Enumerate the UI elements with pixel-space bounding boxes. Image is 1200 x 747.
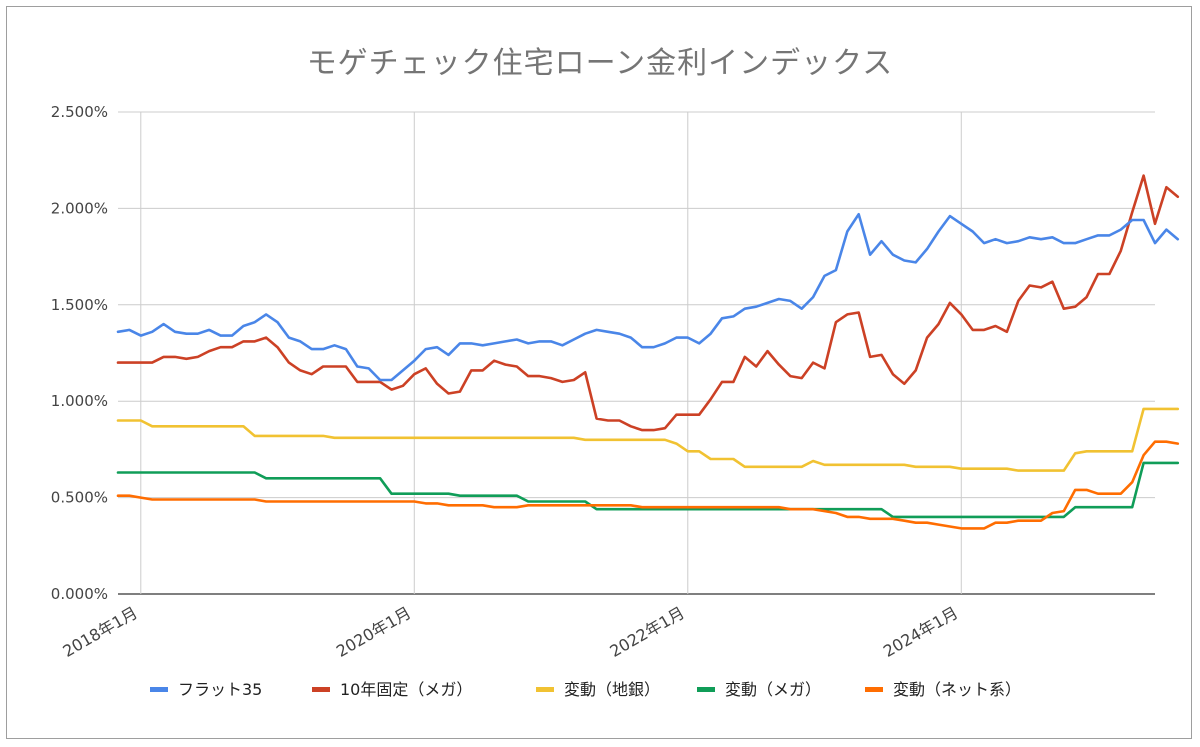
y-tick-label: 0.500% <box>51 489 108 507</box>
legend-label: 10年固定（メガ） <box>340 680 472 699</box>
legend-swatch <box>697 687 715 692</box>
y-axis-ticks: 0.000% 0.500% 1.000% 1.500% 2.000% 2.500% <box>51 103 108 603</box>
grid-lines <box>118 111 1155 595</box>
chart-title: モゲチェック住宅ローン金利インデックス <box>306 46 894 81</box>
y-tick-label: 2.500% <box>51 103 108 121</box>
series-line-4 <box>116 461 1180 519</box>
series-lines <box>116 174 1180 530</box>
y-tick-label: 2.000% <box>51 199 108 217</box>
series-line-2 <box>116 174 1180 432</box>
chart-frame <box>6 6 1192 739</box>
legend-swatch <box>150 687 168 692</box>
series-line-1 <box>116 212 1180 382</box>
x-tick-label: 2018年1月 <box>59 603 140 661</box>
y-tick-label: 1.000% <box>51 392 108 410</box>
legend-label: 変動（地銀） <box>564 680 660 699</box>
legend-label: 変動（メガ） <box>725 680 821 699</box>
legend-swatch <box>865 687 883 692</box>
series-line-5 <box>116 440 1180 530</box>
x-tick-label: 2024年1月 <box>880 603 961 661</box>
y-tick-label: 1.500% <box>51 296 108 314</box>
series-line-3 <box>116 407 1180 472</box>
x-axis-ticks: 2018年1月 2020年1月 2022年1月 2024年1月 <box>59 603 961 661</box>
legend-label: 変動（ネット系） <box>893 680 1021 699</box>
legend-label: フラット35 <box>178 680 262 699</box>
x-tick-label: 2020年1月 <box>333 603 414 661</box>
y-tick-label: 0.000% <box>51 585 108 603</box>
legend: フラット35 10年固定（メガ） 変動（地銀） 変動（メガ） 変動（ネット系） <box>150 680 1021 699</box>
legend-swatch <box>536 687 554 692</box>
legend-swatch <box>312 687 330 692</box>
x-tick-label: 2022年1月 <box>606 603 687 661</box>
